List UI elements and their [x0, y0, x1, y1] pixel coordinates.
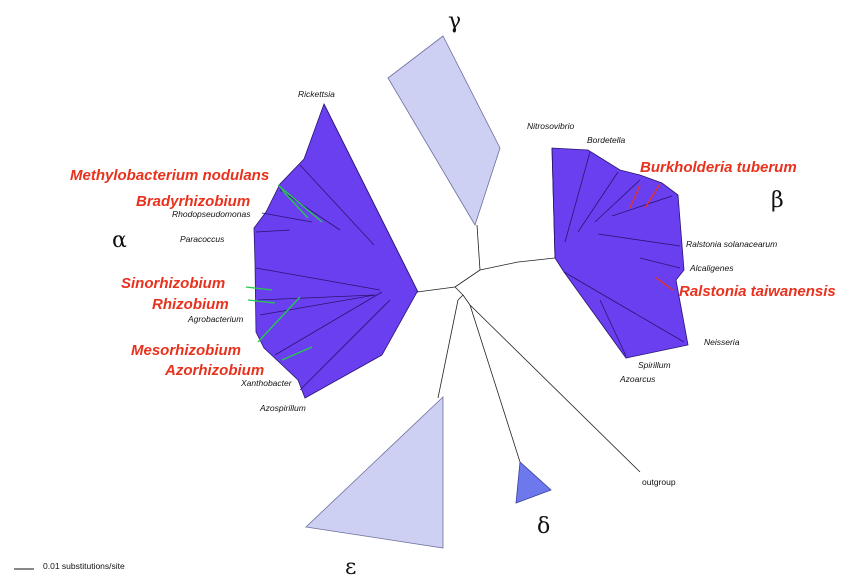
highlight-rhizobium: Rhizobium	[152, 296, 229, 313]
group-label-delta: δ	[537, 514, 550, 539]
branch-burkholderia-1	[629, 184, 641, 209]
highlight-methylobacterium-nodulans: Methylobacterium nodulans	[70, 167, 269, 184]
taxon-azoarcus: Azoarcus	[619, 374, 656, 384]
branch-rhizobium	[247, 299, 276, 304]
highlight-burkholderia-tuberum: Burkholderia tuberum	[640, 159, 797, 176]
taxon-agrobacterium: Agrobacterium	[187, 314, 243, 324]
branch-burkholderia-2	[644, 183, 661, 209]
epsilon-collapsed-clade	[305, 396, 444, 549]
backbone-branches	[416, 224, 641, 473]
taxon-spirillum: Spirillum	[638, 360, 671, 370]
highlight-sinorhizobium: Sinorhizobium	[121, 275, 225, 292]
taxon-rickettsia: Rickettsia	[298, 89, 335, 99]
highlight-ralstonia-taiwanensis: Ralstonia taiwanensis	[679, 283, 836, 300]
beta-clade-fill	[551, 147, 689, 359]
group-label-gamma: γ	[448, 9, 461, 34]
branch-bradyrhizobium	[281, 189, 309, 219]
taxon-outgroup: outgroup	[642, 477, 676, 487]
branch-ralstonia-taiwanensis	[654, 276, 674, 291]
taxon-paracoccus: Paracoccus	[180, 234, 225, 244]
branch-azorhizobium	[281, 346, 313, 361]
scale-bar-label: 0.01 substitutions/site	[43, 561, 125, 571]
branch-methylobacterium	[277, 184, 323, 223]
branch-sinorhizobium	[245, 286, 273, 291]
taxon-rhodopseudomonas: Rhodopseudomonas	[172, 209, 251, 219]
alpha-clade-fill	[253, 102, 419, 399]
taxon-neisseria: Neisseria	[704, 337, 740, 347]
beta-clade	[551, 147, 689, 359]
alpha-clade	[245, 102, 419, 399]
taxon-xanthobacter: Xanthobacter	[240, 378, 293, 388]
group-label-epsilon: ε	[345, 555, 356, 576]
highlight-azorhizobium: Azorhizobium	[164, 362, 264, 379]
branch-mesorhizobium	[257, 296, 301, 343]
taxon-alcaligenes: Alcaligenes	[689, 263, 734, 273]
highlight-bradyrhizobium: Bradyrhizobium	[136, 193, 250, 210]
delta-collapsed-clade	[515, 461, 552, 504]
taxon-bordetella: Bordetella	[587, 135, 626, 145]
taxon-nitrosovibrio: Nitrosovibrio	[527, 121, 575, 131]
highlight-mesorhizobium: Mesorhizobium	[131, 342, 241, 359]
group-label-alpha: α	[112, 228, 127, 253]
taxon-azospirillum: Azospirillum	[259, 403, 306, 413]
taxon-ralstonia-solanacearum: Ralstonia solanacearum	[686, 239, 777, 249]
gamma-collapsed-clade	[387, 35, 501, 226]
group-label-beta: β	[771, 188, 784, 213]
